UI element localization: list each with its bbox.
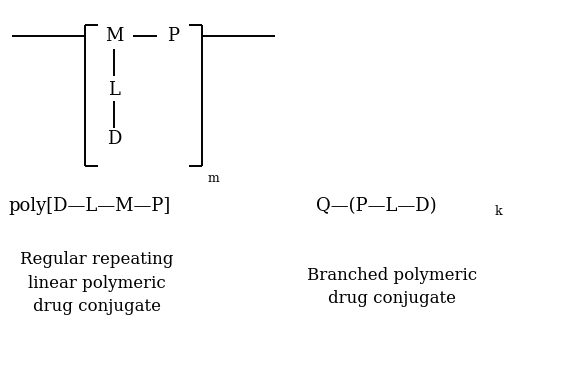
Text: D: D	[107, 130, 121, 148]
Text: M: M	[105, 27, 123, 45]
Text: k: k	[494, 205, 502, 218]
Text: Q—(P—L—D): Q—(P—L—D)	[316, 197, 436, 215]
Text: Regular repeating
linear polymeric
drug conjugate: Regular repeating linear polymeric drug …	[20, 251, 173, 315]
Text: Branched polymeric
drug conjugate: Branched polymeric drug conjugate	[307, 267, 477, 307]
Text: P: P	[167, 27, 178, 45]
Text: m: m	[208, 172, 219, 185]
Text: L: L	[108, 80, 120, 99]
Text: poly[D—L—M—P]: poly[D—L—M—P]	[9, 197, 171, 215]
